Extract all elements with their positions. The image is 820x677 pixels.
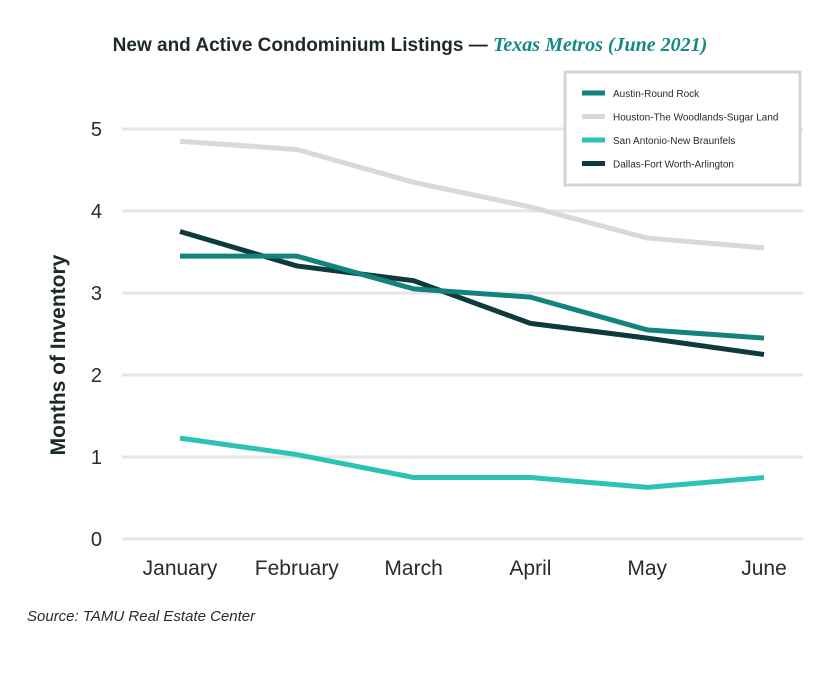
- series-line-san-antonio-new-braunfels: [179, 435, 765, 490]
- y-tick-label: 4: [91, 201, 102, 223]
- y-tick-label: 0: [91, 529, 102, 551]
- series-line-dallas-fort-worth-arlington: [179, 229, 765, 357]
- x-axis-ticks: January February March April May June: [143, 557, 787, 580]
- legend: Austin-Round Rock Houston-The Woodlands-S…: [563, 70, 802, 187]
- x-tick-label: May: [627, 557, 667, 580]
- y-tick-label: 3: [91, 283, 102, 305]
- chart-title-main: New and Active Condominium Listings —: [112, 35, 488, 56]
- y-axis-label: Months of Inventory: [47, 254, 70, 455]
- x-tick-label: January: [143, 557, 218, 580]
- legend-label: Austin-Round Rock: [613, 89, 700, 100]
- x-tick-label: June: [741, 557, 787, 580]
- x-tick-label: February: [255, 557, 340, 580]
- y-tick-label: 5: [91, 119, 102, 141]
- legend-label: San Antonio-New Braunfels: [613, 136, 735, 147]
- legend-label: Houston-The Woodlands-Sugar Land: [613, 113, 778, 124]
- chart-title-subtitle: Texas Metros (June 2021): [493, 34, 708, 56]
- source-note: Source: TAMU Real Estate Center: [27, 608, 256, 625]
- chart-title: New and Active Condominium Listings — Te…: [0, 34, 820, 57]
- series-line-austin-round-rock: [180, 253, 765, 341]
- y-axis-ticks: 0 1 2 3 4 5: [91, 119, 102, 551]
- series-line-houston-the-woodlands-sugar-land: [179, 138, 765, 251]
- gridlines: [122, 127, 803, 541]
- legend-label: Dallas-Fort Worth-Arlington: [613, 160, 734, 171]
- x-tick-label: March: [384, 557, 442, 580]
- x-tick-label: April: [509, 557, 551, 580]
- y-tick-label: 2: [91, 365, 102, 387]
- y-tick-label: 1: [91, 447, 102, 469]
- series-lines: [179, 138, 765, 490]
